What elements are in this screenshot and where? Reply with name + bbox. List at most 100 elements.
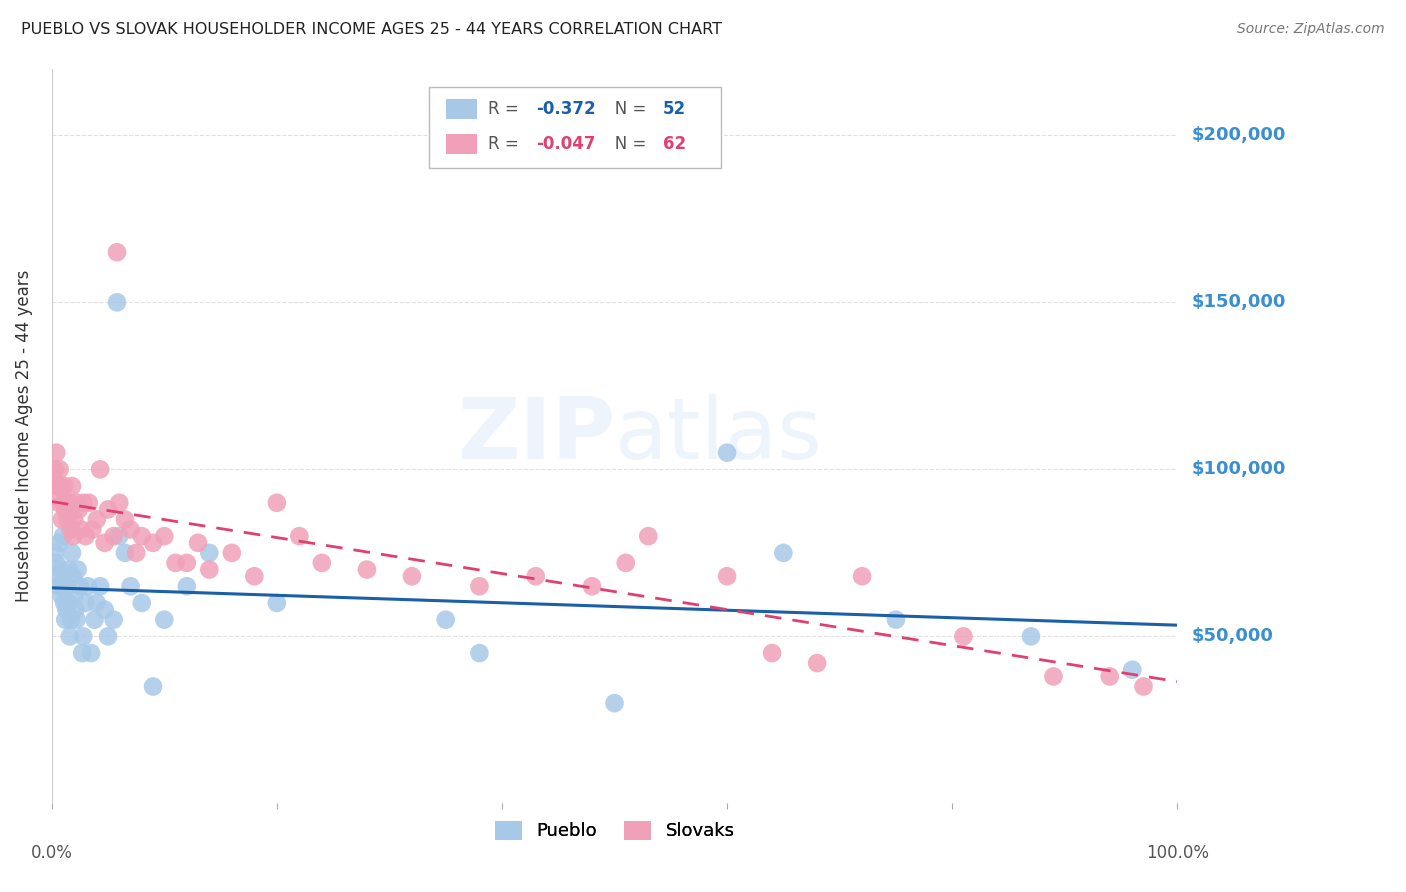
Point bbox=[48, 579, 70, 593]
Point bbox=[70, 646, 93, 660]
Point bbox=[468, 579, 491, 593]
FancyBboxPatch shape bbox=[429, 87, 721, 168]
Point bbox=[581, 579, 603, 593]
Text: PUEBLO VS SLOVAK HOUSEHOLDER INCOME AGES 25 - 44 YEARS CORRELATION CHART: PUEBLO VS SLOVAK HOUSEHOLDER INCOME AGES… bbox=[21, 22, 723, 37]
Point bbox=[45, 445, 67, 459]
Point bbox=[288, 529, 311, 543]
Point bbox=[59, 502, 82, 516]
Point bbox=[51, 589, 73, 603]
Point bbox=[761, 646, 783, 660]
Point bbox=[59, 629, 82, 643]
Point bbox=[48, 462, 70, 476]
Point bbox=[103, 529, 125, 543]
Point bbox=[58, 596, 80, 610]
Point bbox=[55, 602, 77, 616]
Point bbox=[952, 629, 974, 643]
Point bbox=[89, 462, 111, 476]
Point bbox=[1132, 680, 1154, 694]
Point bbox=[198, 563, 221, 577]
Point bbox=[53, 596, 76, 610]
Point bbox=[114, 546, 136, 560]
Y-axis label: Householder Income Ages 25 - 44 years: Householder Income Ages 25 - 44 years bbox=[15, 269, 32, 602]
Point bbox=[63, 589, 86, 603]
Point bbox=[1019, 629, 1042, 643]
Point bbox=[82, 523, 104, 537]
Point bbox=[48, 496, 70, 510]
Point bbox=[356, 563, 378, 577]
Point bbox=[59, 613, 82, 627]
Point bbox=[75, 529, 97, 543]
Point bbox=[266, 596, 288, 610]
Point bbox=[65, 496, 87, 510]
Point bbox=[1098, 669, 1121, 683]
Point bbox=[884, 613, 907, 627]
Point bbox=[77, 496, 100, 510]
Point bbox=[468, 646, 491, 660]
Point bbox=[83, 613, 105, 627]
Text: 0.0%: 0.0% bbox=[31, 844, 73, 862]
FancyBboxPatch shape bbox=[446, 99, 477, 120]
Point bbox=[53, 502, 76, 516]
Point bbox=[58, 563, 80, 577]
Point bbox=[93, 536, 115, 550]
Point bbox=[806, 656, 828, 670]
Point bbox=[120, 579, 142, 593]
Point bbox=[42, 479, 65, 493]
Point bbox=[53, 613, 76, 627]
Point bbox=[142, 680, 165, 694]
Point bbox=[97, 629, 120, 643]
Point bbox=[60, 546, 83, 560]
Point bbox=[49, 479, 72, 493]
Point bbox=[46, 479, 69, 493]
Point bbox=[105, 295, 128, 310]
Point bbox=[86, 512, 108, 526]
Point bbox=[52, 579, 75, 593]
Point bbox=[76, 579, 98, 593]
Point bbox=[176, 579, 198, 593]
Text: ZIP: ZIP bbox=[457, 394, 614, 477]
Point bbox=[44, 546, 66, 560]
Point bbox=[105, 245, 128, 260]
Point bbox=[1042, 669, 1064, 683]
Point bbox=[80, 646, 103, 660]
Text: N =: N = bbox=[599, 136, 651, 153]
Point bbox=[48, 536, 70, 550]
Point bbox=[114, 512, 136, 526]
Point bbox=[131, 596, 153, 610]
Text: $50,000: $50,000 bbox=[1191, 627, 1272, 646]
Point bbox=[51, 512, 73, 526]
Point bbox=[86, 596, 108, 610]
Point bbox=[603, 696, 626, 710]
Point bbox=[56, 579, 79, 593]
Point bbox=[52, 529, 75, 543]
Point bbox=[52, 496, 75, 510]
Text: -0.047: -0.047 bbox=[536, 136, 595, 153]
Point bbox=[60, 479, 83, 493]
Point bbox=[434, 613, 457, 627]
Text: R =: R = bbox=[488, 100, 524, 118]
Point bbox=[103, 613, 125, 627]
Text: Source: ZipAtlas.com: Source: ZipAtlas.com bbox=[1237, 22, 1385, 37]
Point bbox=[243, 569, 266, 583]
Point bbox=[153, 529, 176, 543]
Point bbox=[266, 496, 288, 510]
Text: $200,000: $200,000 bbox=[1191, 127, 1285, 145]
Point bbox=[142, 536, 165, 550]
Point bbox=[221, 546, 243, 560]
Text: $100,000: $100,000 bbox=[1191, 460, 1285, 478]
Point bbox=[46, 569, 69, 583]
Legend: Pueblo, Slovaks: Pueblo, Slovaks bbox=[485, 812, 744, 849]
Point bbox=[716, 445, 738, 459]
Point bbox=[120, 523, 142, 537]
Point bbox=[131, 529, 153, 543]
Point bbox=[58, 496, 80, 510]
Point bbox=[93, 602, 115, 616]
Point bbox=[49, 563, 72, 577]
Point bbox=[165, 556, 187, 570]
Point bbox=[55, 496, 77, 510]
Point bbox=[72, 629, 94, 643]
Point bbox=[153, 613, 176, 627]
Point bbox=[187, 536, 209, 550]
Point bbox=[108, 496, 131, 510]
Point bbox=[72, 496, 94, 510]
